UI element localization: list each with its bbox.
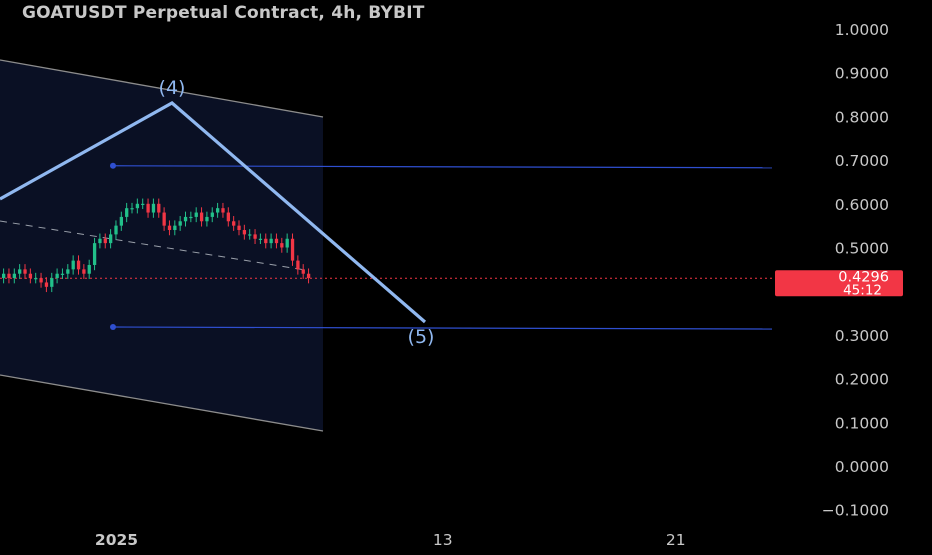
price-tick-label: 0.1000 (835, 414, 889, 432)
candle-body (119, 216, 123, 226)
candle-body (76, 260, 81, 270)
candle-body (199, 212, 204, 222)
price-tick-label: 0.0000 (835, 458, 889, 476)
candle-body (280, 243, 284, 248)
level-lines-layer (0, 162, 775, 331)
price-tick-label: 0.3000 (835, 327, 889, 345)
candle-body (109, 234, 113, 244)
channel-lower-line (0, 374, 324, 432)
candle-body (194, 212, 198, 217)
candle-body (216, 208, 220, 213)
price-tick-label: 0.9000 (835, 65, 889, 83)
time-tick-label: 21 (666, 531, 686, 549)
candle-body (44, 282, 49, 287)
candle-body (2, 273, 6, 279)
candle-body (232, 221, 236, 226)
candle-body (39, 278, 43, 283)
candle-body (92, 243, 97, 265)
candle-body (7, 273, 11, 279)
candle-body (205, 216, 209, 222)
candle-body (253, 234, 257, 239)
chart-title: GOATUSDT Perpetual Contract, 4h, BYBIT (22, 3, 425, 23)
candle-body (285, 238, 289, 248)
price-tick-label: 0.2000 (835, 371, 889, 389)
candle-body (242, 230, 247, 235)
time-tick-label: 2025 (95, 531, 138, 549)
wave-label-5: (5) (408, 326, 435, 348)
candle-body (130, 208, 134, 210)
candle-body (50, 278, 54, 287)
price-badge-value: 0.4296 (838, 269, 889, 285)
candle-body (306, 273, 311, 279)
candle-body (274, 238, 279, 244)
candle-body (55, 273, 59, 279)
candle-body (71, 260, 75, 270)
channel-layer (0, 59, 324, 432)
time-tick-label: 13 (433, 531, 453, 549)
candle-body (178, 221, 182, 226)
candles-layer (2, 198, 311, 293)
level-line (112, 165, 773, 169)
candle-body (157, 203, 161, 213)
candle-body (269, 238, 273, 244)
candle-body (125, 208, 129, 217)
candle-body (28, 273, 33, 279)
candle-body (226, 212, 230, 222)
candle-body (183, 216, 188, 222)
candle-body (18, 269, 22, 274)
candle-body (114, 225, 118, 235)
candle-body (151, 203, 156, 213)
candle-body (87, 264, 91, 274)
time-axis[interactable]: 2025 13 21 (95, 531, 686, 549)
candle-body (167, 225, 172, 231)
candle-body (248, 234, 252, 236)
elliott-wave-line (0, 101, 427, 324)
candle-body (82, 269, 86, 274)
candle-body (60, 273, 65, 275)
candle-body (23, 269, 27, 274)
candle-body (258, 238, 263, 240)
wave-lines-layer: (4) (5) (0, 77, 434, 348)
price-badge-bg (775, 270, 903, 297)
price-tick-label: 0.6000 (835, 196, 889, 214)
price-tick-label: −0.1000 (822, 502, 889, 520)
candle-body (12, 273, 16, 279)
candle-body (103, 238, 107, 244)
candle-body (221, 208, 225, 213)
price-tick-label: 0.8000 (835, 108, 889, 126)
price-axis[interactable]: 1.0000 0.9000 0.8000 0.7000 0.6000 0.5000 0.30… (822, 21, 889, 520)
candle-body (66, 269, 70, 274)
level-anchor-dot (110, 324, 116, 331)
level-anchor-dot (110, 162, 116, 169)
candle-body (141, 203, 145, 205)
candle-body (162, 212, 166, 226)
level-line (112, 326, 773, 330)
price-badge-countdown: 45:12 (843, 282, 882, 298)
candle-body (264, 238, 268, 244)
candle-body (173, 225, 177, 231)
candle-body (146, 203, 150, 213)
candle-body (296, 260, 300, 270)
candle-body (301, 269, 305, 274)
candle-body (210, 212, 214, 217)
candle-body (135, 203, 140, 209)
price-tick-label: 1.0000 (835, 21, 889, 39)
wave-label-4: (4) (159, 77, 186, 99)
candle-body (34, 278, 38, 280)
candle-body (98, 238, 102, 244)
candle-body (290, 238, 295, 261)
candle-body (237, 225, 241, 231)
candle-body (189, 216, 193, 219)
channel-fill (0, 60, 323, 431)
channel-upper-line (0, 59, 324, 118)
price-tick-label: 0.7000 (835, 152, 889, 170)
price-tick-label: 0.5000 (835, 240, 889, 258)
